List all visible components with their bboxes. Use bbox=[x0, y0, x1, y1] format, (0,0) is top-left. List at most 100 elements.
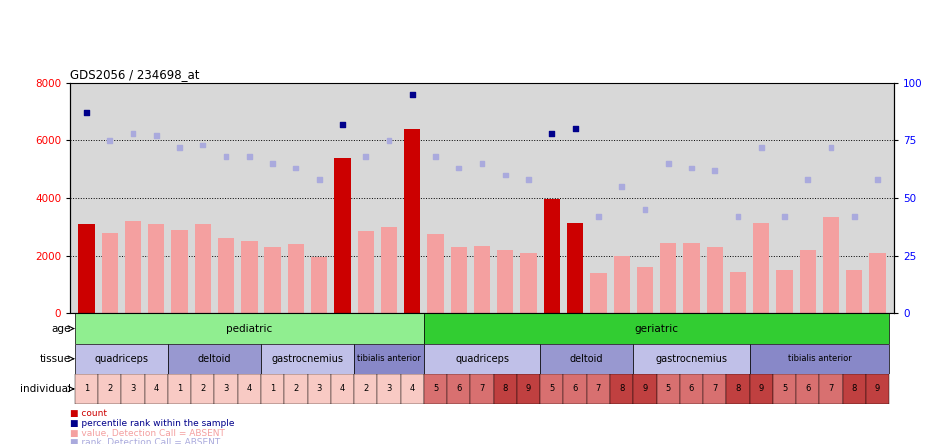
Text: tibialis anterior: tibialis anterior bbox=[787, 354, 852, 363]
Bar bbox=[587, 374, 610, 404]
Bar bbox=[842, 374, 866, 404]
Bar bbox=[238, 374, 261, 404]
Bar bbox=[287, 244, 304, 313]
Bar bbox=[354, 374, 377, 404]
Bar bbox=[424, 344, 540, 374]
Text: 4: 4 bbox=[154, 385, 159, 393]
Bar bbox=[195, 224, 211, 313]
Bar bbox=[471, 374, 493, 404]
Bar bbox=[308, 374, 330, 404]
Point bbox=[79, 109, 94, 116]
Text: 2: 2 bbox=[107, 385, 112, 393]
Bar bbox=[218, 238, 234, 313]
Bar bbox=[870, 253, 885, 313]
Point bbox=[824, 144, 839, 151]
Bar bbox=[660, 243, 677, 313]
Bar bbox=[730, 272, 746, 313]
Text: 9: 9 bbox=[642, 385, 648, 393]
Bar bbox=[330, 374, 354, 404]
Bar bbox=[517, 374, 540, 404]
Text: 4: 4 bbox=[247, 385, 252, 393]
Text: 5: 5 bbox=[549, 385, 554, 393]
Text: 6: 6 bbox=[456, 385, 461, 393]
Bar bbox=[634, 374, 656, 404]
Point bbox=[777, 213, 792, 220]
Bar bbox=[447, 374, 471, 404]
Text: GDS2056 / 234698_at: GDS2056 / 234698_at bbox=[70, 68, 199, 81]
Bar bbox=[241, 242, 257, 313]
Point bbox=[730, 213, 745, 220]
Bar bbox=[145, 374, 168, 404]
Bar bbox=[401, 374, 424, 404]
Text: deltoid: deltoid bbox=[197, 354, 231, 364]
Text: quadriceps: quadriceps bbox=[95, 354, 149, 364]
Text: 8: 8 bbox=[852, 385, 857, 393]
Bar bbox=[75, 374, 98, 404]
Text: 7: 7 bbox=[828, 385, 834, 393]
Bar bbox=[404, 129, 420, 313]
Point bbox=[241, 153, 256, 160]
Text: 1: 1 bbox=[177, 385, 183, 393]
Bar bbox=[773, 374, 797, 404]
Bar bbox=[563, 374, 587, 404]
Text: 7: 7 bbox=[712, 385, 717, 393]
Point bbox=[102, 137, 117, 144]
Point bbox=[196, 141, 211, 148]
Bar bbox=[428, 234, 444, 313]
Bar bbox=[214, 374, 238, 404]
Bar bbox=[124, 221, 141, 313]
Point bbox=[382, 137, 397, 144]
Bar bbox=[799, 250, 816, 313]
Bar bbox=[520, 253, 536, 313]
Point bbox=[358, 153, 373, 160]
Bar bbox=[750, 374, 773, 404]
Bar bbox=[540, 344, 634, 374]
Text: gastrocnemius: gastrocnemius bbox=[655, 354, 727, 364]
Text: 2: 2 bbox=[200, 385, 205, 393]
Text: tibialis anterior: tibialis anterior bbox=[358, 354, 421, 363]
Bar bbox=[726, 374, 750, 404]
Text: ■ rank, Detection Call = ABSENT: ■ rank, Detection Call = ABSENT bbox=[70, 438, 221, 444]
Point bbox=[498, 171, 513, 178]
Text: 1: 1 bbox=[84, 385, 89, 393]
Text: 6: 6 bbox=[689, 385, 695, 393]
Bar bbox=[776, 270, 793, 313]
Text: quadriceps: quadriceps bbox=[455, 354, 509, 364]
Bar bbox=[424, 313, 889, 344]
Point bbox=[661, 160, 676, 167]
Text: 5: 5 bbox=[432, 385, 438, 393]
Bar bbox=[102, 233, 118, 313]
Bar bbox=[636, 267, 653, 313]
Text: gastrocnemius: gastrocnemius bbox=[271, 354, 344, 364]
Bar bbox=[311, 257, 328, 313]
Text: ■ value, Detection Call = ABSENT: ■ value, Detection Call = ABSENT bbox=[70, 428, 225, 437]
Point bbox=[428, 153, 443, 160]
Text: 3: 3 bbox=[224, 385, 228, 393]
Bar bbox=[656, 374, 680, 404]
Bar bbox=[285, 374, 308, 404]
Point bbox=[567, 125, 582, 132]
Text: ■ count: ■ count bbox=[70, 409, 108, 418]
Bar bbox=[75, 344, 168, 374]
Text: 8: 8 bbox=[619, 385, 624, 393]
Text: individual: individual bbox=[20, 384, 70, 394]
Bar bbox=[797, 374, 819, 404]
Point bbox=[288, 164, 303, 171]
Bar bbox=[261, 344, 354, 374]
Bar bbox=[613, 256, 630, 313]
Text: 6: 6 bbox=[573, 385, 578, 393]
Text: 8: 8 bbox=[503, 385, 508, 393]
Bar bbox=[148, 224, 165, 313]
Bar bbox=[450, 247, 467, 313]
Bar bbox=[683, 243, 699, 313]
Bar bbox=[591, 273, 607, 313]
Point bbox=[521, 176, 536, 183]
Bar bbox=[75, 313, 424, 344]
Bar bbox=[424, 374, 447, 404]
Point bbox=[335, 121, 350, 128]
Bar bbox=[866, 374, 889, 404]
Bar bbox=[610, 374, 634, 404]
Text: deltoid: deltoid bbox=[570, 354, 604, 364]
Text: 5: 5 bbox=[782, 385, 787, 393]
Bar bbox=[680, 374, 703, 404]
